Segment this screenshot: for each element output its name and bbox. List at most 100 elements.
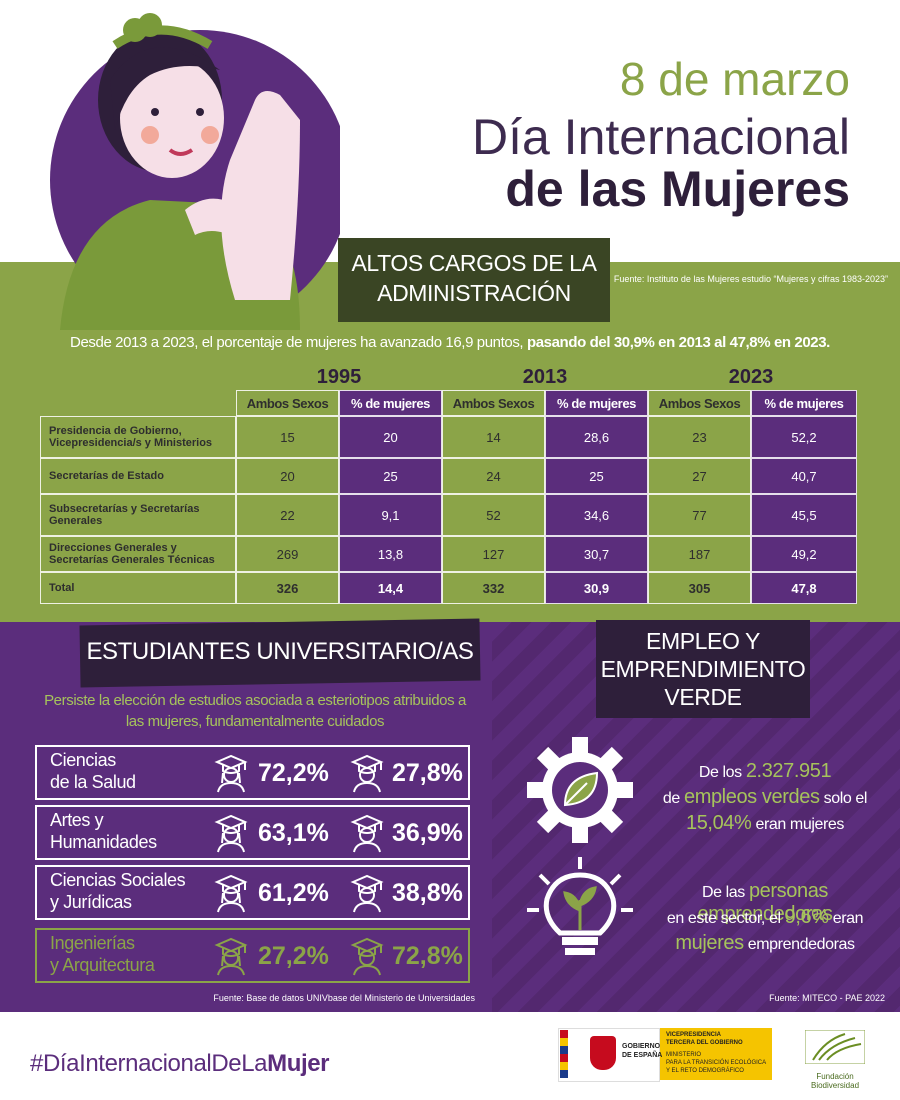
table-cell: 23 [648,416,751,458]
bulb-icon [527,857,633,955]
stat-part: eran mujeres [751,816,845,833]
fundacion-logo [805,1030,865,1064]
row-label-line: Subsecretarías y Secretarías [49,503,200,515]
empleo-title: EMPLEO Y [646,628,760,654]
row-label-line: Vicepresidencia/s y Ministerios [49,437,213,449]
women-percent: 61,2% [258,879,329,907]
woman-graduate-icon [214,754,248,793]
table-cell: 9,1 [339,494,442,536]
altos-title: ADMINISTRACIÓN [377,280,571,306]
table-cell: 40,7 [751,458,857,494]
table-cell: 34,6 [545,494,648,536]
table-cell: 52 [442,494,545,536]
stat-part: solo el [819,790,868,807]
column-header: % de mujeres [545,390,648,416]
stat-part: empleos verdes [683,786,820,808]
table-cell: 47,8 [751,572,857,604]
study-label: Ciencias [50,750,116,770]
date: 8 de marzo [619,53,850,105]
table-cell: 30,7 [545,536,648,572]
empleo-title: VERDE [664,684,742,710]
stat-part: mujeres [675,932,744,954]
stat-part: de [662,790,684,807]
table-cell: 22 [236,494,339,536]
estudiantes-intro: Persiste la elección de estudios asociad… [44,692,466,709]
table-cell: 77 [648,494,751,536]
study-row-box [35,928,470,983]
table-cell: 45,5 [751,494,857,536]
column-header: Ambos Sexos [648,390,751,416]
stat-part: De los [698,764,746,781]
empleo-title: EMPRENDIMIENTO [600,656,806,682]
estudiantes-source: Fuente: Base de datos UNIVbase del Minis… [213,993,475,1003]
altos-title: ALTOS CARGOS DE LA [351,250,597,276]
estudiantes-title: ESTUDIANTES UNIVERSITARIO/AS [86,638,474,665]
eu-stripe [560,1030,568,1078]
woman-graduate-icon [214,814,248,853]
empleo-title-box [596,620,810,718]
table-cell: 49,2 [751,536,857,572]
gobierno-text: DE ESPAÑA [622,1052,663,1059]
row-label-line: Presidencia de Gobierno, [49,425,182,437]
table-cell: 14 [442,416,545,458]
table-cell: 13,8 [339,536,442,572]
man-graduate-icon [350,814,384,853]
table-cell: 20 [339,416,442,458]
men-percent: 38,8% [392,879,463,907]
study-label: Ciencias Sociales [50,870,186,890]
column-header: Ambos Sexos [236,390,339,416]
row-label-line: Secretarías Generales Técnicas [49,554,215,566]
table-cell: 25 [545,458,648,494]
year: 1995 [316,366,362,388]
study-row-box [35,865,470,920]
stat-line: en este sector, el 9,6% eran [640,906,890,929]
stat-part: 15,04% [685,812,752,834]
stat-part: 2.327.951 [745,760,832,782]
row-label: Secretarías de Estado [40,458,236,494]
summary-part: Desde 2013 a 2023, el porcentaje de muje… [70,334,527,351]
column-header: % de mujeres [751,390,857,416]
woman-graduate-icon [214,937,248,976]
row-label: Subsecretarías y Secretarías Generales [40,494,236,536]
altos-title-box [338,238,610,322]
woman-illustration [50,13,340,330]
men-percent: 72,8% [392,942,463,970]
empleo-source: Fuente: MITECO - PAE 2022 [769,993,885,1003]
hashtag-part: #DíaInternacionalDeLa [30,1050,268,1077]
gobierno-text: GOBIERNO [622,1043,661,1050]
stat-part: 9,6% [784,906,829,928]
hashtag: #DíaInternacionalDeLaMujer [30,1050,330,1078]
title-line-1: Día Internacional [471,109,850,165]
gear-icon [527,737,633,843]
study-label: Ingenierías [50,933,135,953]
women-percent: 72,2% [258,759,329,787]
row-label-line: Generales [49,515,103,527]
table-cell: 187 [648,536,751,572]
study-label: y Arquitectura [50,955,155,975]
table-cell: 52,2 [751,416,857,458]
table-cell: 15 [236,416,339,458]
table-cell: 24 [442,458,545,494]
ministerio-text: MINISTERIO [666,1052,702,1058]
stat-part: De las [701,884,749,901]
table-cell: 127 [442,536,545,572]
table-cell: 27 [648,458,751,494]
stat-line: mujeres emprendedoras [640,932,890,955]
title-line-2: de las Mujeres [505,161,850,217]
study-label: Humanidades [50,832,157,852]
table-cell: 269 [236,536,339,572]
row-label: Presidencia de Gobierno, Vicepresidencia/… [40,416,236,458]
study-row-box [35,745,470,800]
row-label-line: Total [49,582,75,594]
row-label: Total [40,572,236,604]
table-cell: 25 [339,458,442,494]
stat-line: De las personas emprendedoras [640,880,890,926]
stat-part: eran [828,910,864,927]
table-cell: 305 [648,572,751,604]
women-percent: 27,2% [258,942,329,970]
year: 2013 [522,366,568,388]
vicepresidencia-text: VICEPRESIDENCIA [666,1032,722,1038]
study-label: de la Salud [50,772,136,792]
